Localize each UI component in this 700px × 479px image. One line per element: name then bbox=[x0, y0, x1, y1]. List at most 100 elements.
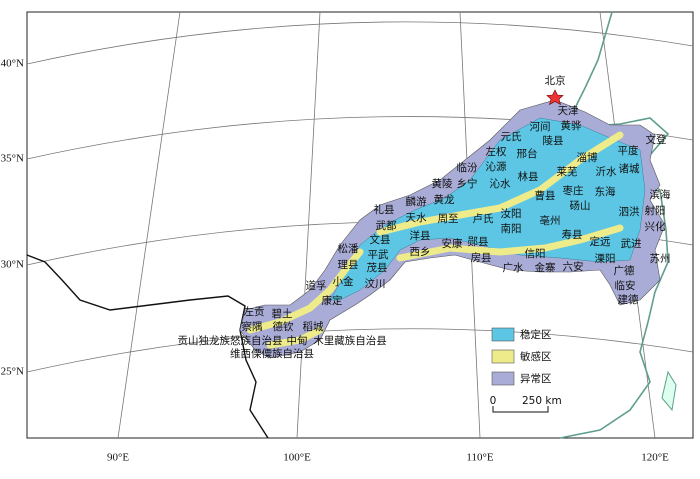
place-label: 贡山独龙族怒族自治县 bbox=[178, 334, 283, 347]
place-label: 定远 bbox=[590, 235, 611, 248]
place-label: 茂县 bbox=[367, 261, 388, 274]
place-label: 广水 bbox=[503, 262, 524, 274]
scale-bar: 0 250 km bbox=[490, 395, 562, 413]
place-label: 沁源 bbox=[486, 160, 507, 173]
place-label: 木里藏族自治县 bbox=[313, 334, 387, 347]
place-label: 武进 bbox=[621, 237, 642, 250]
latitude-label: 35°N bbox=[1, 153, 24, 165]
latitude-label: 30°N bbox=[1, 259, 24, 271]
place-label: 滨海 bbox=[650, 188, 671, 201]
place-label: 建德 bbox=[618, 293, 639, 306]
meridian bbox=[296, 11, 321, 439]
island bbox=[661, 370, 677, 412]
place-label: 淄博 bbox=[577, 151, 598, 164]
place-label: 天津 bbox=[558, 105, 579, 117]
place-label: 维西傈僳族自治县 bbox=[230, 347, 314, 360]
legend-swatch bbox=[491, 371, 515, 386]
sensitive-areas bbox=[246, 131, 624, 349]
place-label: 元氏 bbox=[501, 131, 522, 143]
place-label: 安康 bbox=[442, 237, 463, 250]
longitude-label: 100°E bbox=[283, 452, 311, 464]
place-label: 陵县 bbox=[543, 135, 564, 147]
place-label: 黄骅 bbox=[561, 119, 582, 132]
place-label: 乡宁 bbox=[457, 177, 478, 190]
place-label: 曹县 bbox=[535, 189, 556, 202]
sensitive-band bbox=[246, 248, 364, 334]
place-label: 平度 bbox=[618, 144, 639, 157]
place-label: 莱芜 bbox=[557, 165, 578, 178]
place-label: 左权 bbox=[486, 145, 507, 158]
place-label: 左贡 bbox=[244, 305, 265, 318]
place-label: 西乡 bbox=[410, 246, 431, 258]
place-label: 苏州 bbox=[650, 252, 671, 265]
scale-label: 250 km bbox=[522, 395, 562, 407]
place-label: 南阳 bbox=[501, 222, 522, 235]
place-label: 亳州 bbox=[540, 214, 561, 227]
place-label: 临汾 bbox=[457, 161, 478, 174]
place-label: 黄龙 bbox=[434, 193, 455, 206]
place-label: 广德 bbox=[614, 264, 635, 277]
place-label: 六安 bbox=[563, 260, 584, 273]
place-label: 文登 bbox=[646, 133, 667, 146]
place-label: 兴化 bbox=[645, 220, 666, 233]
place-label: 麟游 bbox=[406, 195, 427, 208]
place-label: 松潘 bbox=[338, 242, 359, 255]
place-label: 卢氏 bbox=[473, 212, 494, 225]
legend-swatch bbox=[491, 349, 515, 364]
place-label: 黄陵 bbox=[432, 177, 453, 190]
place-label: 房县 bbox=[471, 251, 492, 264]
longitude-label: 90°E bbox=[107, 452, 129, 464]
place-label: 理县 bbox=[338, 259, 359, 271]
sensitive-band bbox=[376, 131, 624, 236]
place-label: 溧阳 bbox=[595, 252, 616, 265]
parallel bbox=[26, 328, 694, 373]
axis-labels: 40°N 35°N 30°N 25°N 90°E 100°E 110°E 120°E bbox=[1, 58, 669, 464]
capital-star bbox=[546, 89, 564, 106]
place-label: 诸城 bbox=[619, 163, 640, 175]
meridian bbox=[117, 11, 181, 439]
place-label: 林县 bbox=[518, 170, 539, 183]
place-label: 枣庄 bbox=[563, 184, 584, 197]
place-label: 沂水 bbox=[596, 165, 617, 178]
longitude-label: 110°E bbox=[466, 452, 493, 464]
scale-line bbox=[492, 406, 549, 413]
place-label: 碧土 bbox=[272, 307, 293, 320]
place-label: 沁水 bbox=[490, 178, 511, 190]
place-label: 郧县 bbox=[468, 236, 489, 248]
place-label: 道孚 bbox=[306, 279, 327, 292]
place-label: 寿县 bbox=[562, 228, 583, 241]
place-label: 砀山 bbox=[570, 200, 591, 212]
place-label: 金寨 bbox=[535, 261, 556, 274]
legend-label: 稳定区 bbox=[520, 328, 552, 341]
place-label: 洋县 bbox=[410, 229, 431, 242]
place-label: 射阳 bbox=[645, 204, 666, 217]
place-label: 天水 bbox=[406, 212, 427, 224]
latitude-label: 40°N bbox=[1, 58, 24, 70]
place-label: 武都 bbox=[376, 219, 397, 232]
place-label: 文县 bbox=[370, 233, 391, 246]
place-label: 临安 bbox=[615, 279, 636, 292]
place-label: 信阳 bbox=[525, 248, 546, 260]
legend-swatch bbox=[491, 327, 515, 342]
border bbox=[26, 254, 269, 439]
parallel bbox=[26, 21, 694, 65]
latitude-label: 25°N bbox=[1, 366, 24, 378]
legend-label: 异常区 bbox=[520, 372, 552, 385]
legend-label: 敏感区 bbox=[520, 350, 552, 363]
place-label: 稻城 bbox=[303, 321, 324, 333]
sensitive-band bbox=[396, 224, 624, 262]
place-label: 汝阳 bbox=[501, 207, 522, 220]
place-label: 河间 bbox=[530, 120, 551, 133]
place-label: 察隅 bbox=[242, 320, 263, 333]
place-label: 周至 bbox=[438, 213, 459, 225]
scale-start: 0 bbox=[490, 395, 497, 407]
longitude-label: 120°E bbox=[641, 452, 669, 464]
place-label: 东海 bbox=[595, 185, 616, 198]
place-label: 小金 bbox=[333, 275, 354, 288]
place-label: 中甸 bbox=[287, 334, 308, 347]
capital-label: 北京 bbox=[545, 74, 566, 87]
place-label: 泗洪 bbox=[619, 206, 640, 218]
